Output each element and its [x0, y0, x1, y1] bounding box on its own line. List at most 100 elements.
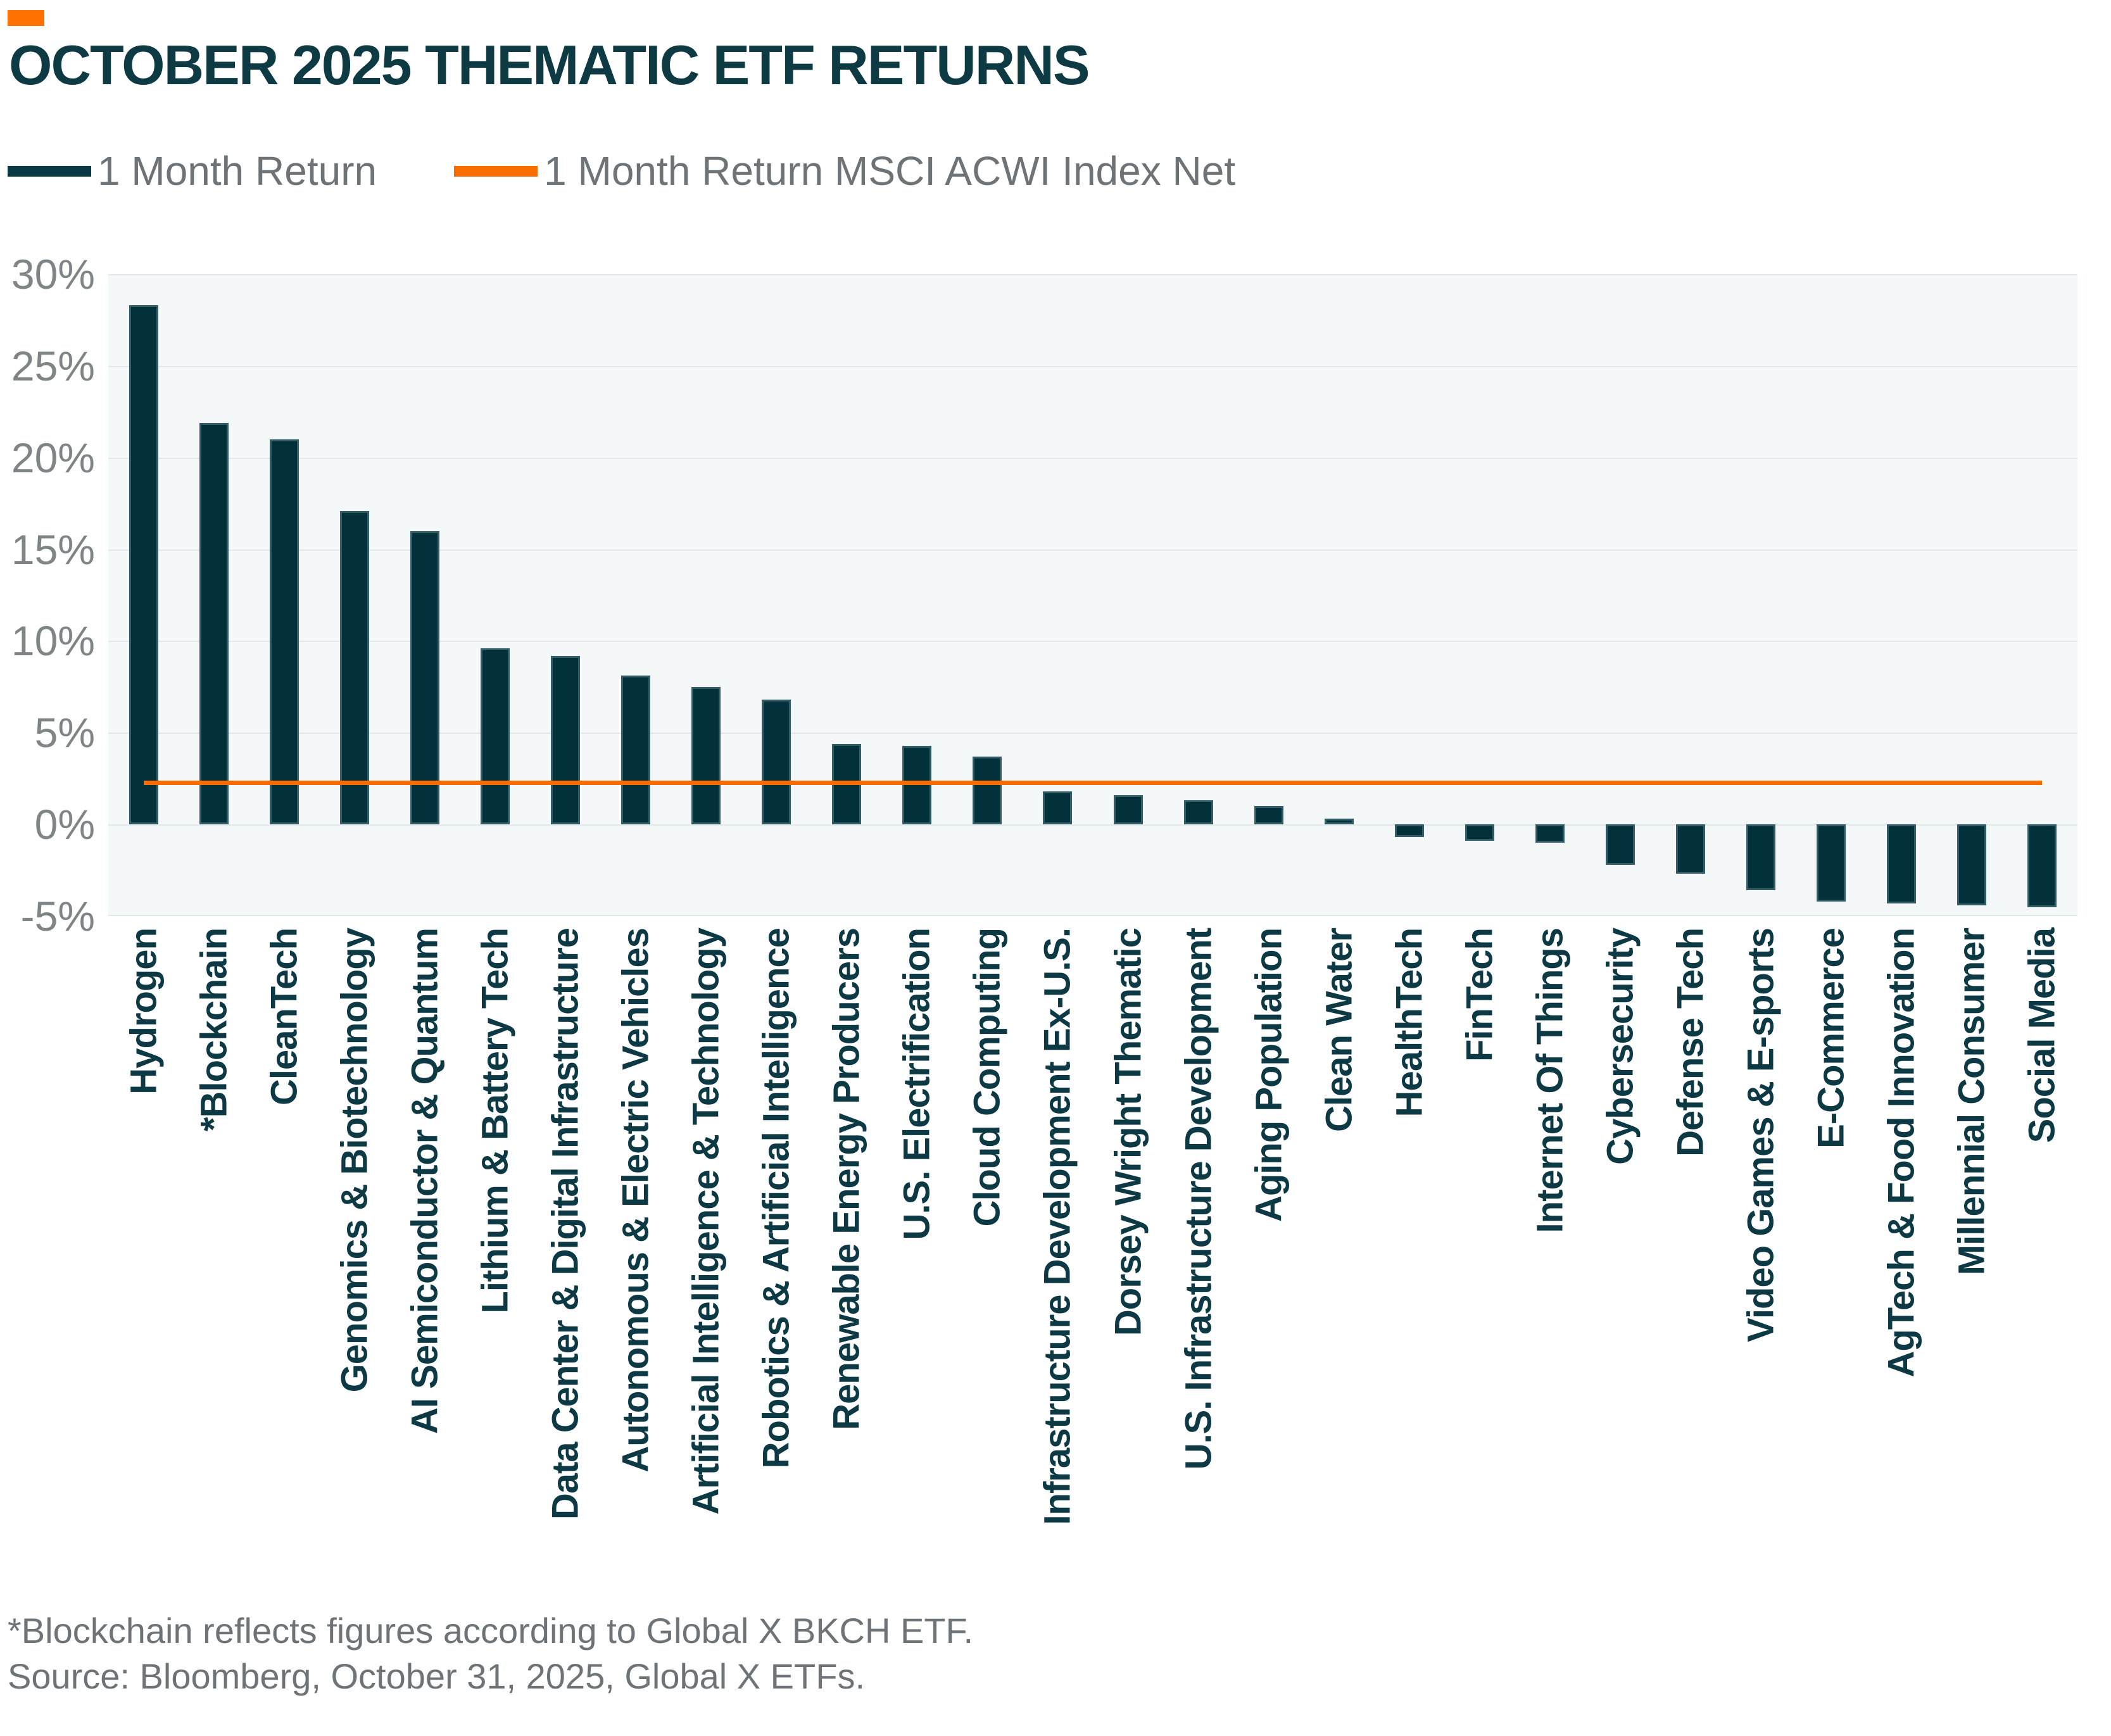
x-label-text: Internet Of Things: [1529, 928, 1571, 1233]
x-label-cybersecurity: Cybersecurity: [1599, 928, 1642, 1168]
y-tick-10: 10%: [11, 617, 95, 665]
x-label-text: *Blockchain: [193, 928, 235, 1131]
gridline-5: [108, 733, 2077, 734]
x-label-robotics-artificial-intelligence: Robotics & Artificial Intelligence: [755, 928, 798, 1471]
x-label-text: Millennial Consumer: [1951, 928, 1993, 1276]
footnotes: *Blockchain reflects figures according t…: [8, 1608, 973, 1699]
x-label-autonomous-electric-vehicles: Autonomous & Electric Vehicles: [615, 928, 657, 1476]
bar-lithium-battery-tech: [480, 648, 510, 825]
x-label-text: Cybersecurity: [1599, 928, 1641, 1165]
page-title: OCTOBER 2025 THEMATIC ETF RETURNS: [9, 34, 1090, 96]
footnote-blockchain: *Blockchain reflects figures according t…: [8, 1611, 974, 1651]
x-label-healthtech: HealthTech: [1388, 928, 1430, 1120]
gridline-10: [108, 641, 2077, 643]
gridline-30: [108, 274, 2077, 275]
x-label-genomics-biotechnology: Genomics & Biotechnology: [333, 928, 375, 1395]
y-tick-20: 20%: [11, 434, 95, 481]
x-label-text: Artificial Intelligence & Technology: [685, 928, 727, 1515]
x-label-lithium-battery-tech: Lithium & Battery Tech: [474, 928, 516, 1317]
x-label-text: Infrastructure Development Ex-U.S.: [1037, 928, 1078, 1525]
x-label-text: E-Commerce: [1810, 928, 1852, 1148]
x-label-millennial-consumer: Millennial Consumer: [1951, 928, 1993, 1278]
bar-video-games-e-sports: [1746, 824, 1776, 891]
x-label-defense-tech: Defense Tech: [1670, 928, 1712, 1160]
bar-healthtech: [1394, 824, 1424, 838]
x-label-text: FinTech: [1459, 928, 1501, 1062]
bar-genomics-biotechnology: [339, 510, 369, 825]
legend-item-1-month-return: 1 Month Return: [8, 148, 377, 194]
x-label-text: AgTech & Food Innovation: [1881, 928, 1922, 1378]
y-tick-0: 0%: [34, 801, 95, 848]
bar-internet-of-things: [1535, 824, 1565, 843]
x-label-text: Data Center & Digital Infrastructure: [545, 928, 586, 1520]
bar-cleantech: [269, 439, 299, 825]
x-label-text: Dorsey Wright Thematic: [1107, 928, 1149, 1337]
x-label-text: Robotics & Artificial Intelligence: [755, 928, 797, 1469]
x-label-e-commerce: E-Commerce: [1810, 928, 1853, 1152]
x-label-text: Autonomous & Electric Vehicles: [615, 928, 657, 1473]
x-label-u-s-electrification: U.S. Electrification: [896, 928, 938, 1243]
legend-label: 1 Month Return MSCI ACWI Index Net: [544, 148, 1236, 194]
y-tick-30: 30%: [11, 251, 95, 298]
y-tick-15: 15%: [11, 525, 95, 573]
bar-agtech-food-innovation: [1887, 824, 1917, 903]
x-label-text: Social Media: [2021, 928, 2063, 1143]
x-label-renewable-energy-producers: Renewable Energy Producers: [826, 928, 868, 1433]
gridline-15: [108, 549, 2077, 551]
x-label-text: CleanTech: [263, 928, 305, 1106]
brand-accent-mark: [8, 10, 44, 26]
x-label-text: Aging Population: [1248, 928, 1290, 1223]
x-label-social-media: Social Media: [2021, 928, 2064, 1146]
bar-social-media: [2027, 824, 2057, 907]
x-label-text: Cloud Computing: [966, 928, 1008, 1227]
bar-cybersecurity: [1606, 824, 1635, 865]
x-label-text: Defense Tech: [1670, 928, 1711, 1157]
x-axis-labels: Hydrogen *Blockchain CleanTech Genomics & B…: [108, 928, 2077, 1612]
x-label-text: U.S. Electrification: [896, 928, 938, 1240]
legend-label: 1 Month Return: [98, 148, 377, 194]
gridline-0: [108, 824, 2077, 826]
x-label-agtech-food-innovation: AgTech & Food Innovation: [1881, 928, 1923, 1381]
y-axis: 30% 25% 20% 15% 10% 5% 0% -5%: [0, 251, 95, 940]
x-label-artificial-intelligence-technology: Artificial Intelligence & Technology: [685, 928, 728, 1518]
legend-item-msci-acwi: 1 Month Return MSCI ACWI Index Net: [454, 148, 1235, 194]
bar-u-s-infrastructure-development: [1183, 800, 1213, 825]
x-label-text: U.S. Infrastructure Development: [1178, 928, 1219, 1470]
chart-legend: 1 Month Return 1 Month Return MSCI ACWI …: [8, 148, 1235, 194]
x-label-text: Genomics & Biotechnology: [334, 928, 375, 1393]
x-label-u-s-infrastructure-development: U.S. Infrastructure Development: [1177, 928, 1219, 1473]
bar-u-s-electrification: [902, 745, 932, 825]
x-label-aging-population: Aging Population: [1247, 928, 1290, 1225]
bar-aging-population: [1254, 806, 1283, 825]
y-tick-5: 5%: [34, 709, 95, 757]
x-label-data-center-digital-infrastructure: Data Center & Digital Infrastructure: [544, 928, 586, 1523]
bar-millennial-consumer: [1957, 824, 1987, 905]
acwi-benchmark-line: [143, 780, 2043, 785]
bar-hydrogen: [129, 305, 158, 825]
gridline--5: [108, 915, 2077, 916]
x-label-blockchain: *Blockchain: [192, 928, 235, 1135]
x-label-text: Renewable Energy Producers: [826, 928, 867, 1430]
x-label-text: AI Semiconductor & Quantum: [404, 928, 446, 1434]
bar-infrastructure-development-ex-u-s: [1043, 791, 1073, 825]
bar-fintech: [1465, 824, 1494, 841]
x-label-hydrogen: Hydrogen: [122, 928, 165, 1098]
x-label-cloud-computing: Cloud Computing: [966, 928, 1009, 1230]
bar-cloud-computing: [973, 756, 1002, 825]
y-tick-25: 25%: [11, 342, 95, 389]
x-label-text: Lithium & Battery Tech: [474, 928, 516, 1314]
bar-defense-tech: [1676, 824, 1706, 874]
x-label-fintech: FinTech: [1458, 928, 1501, 1065]
gridline-20: [108, 457, 2077, 459]
bar-clean-water: [1324, 819, 1354, 825]
x-label-text: Video Games & E-sports: [1740, 928, 1782, 1342]
bar-robotics-artificial-intelligence: [762, 700, 791, 825]
footnote-source: Source: Bloomberg, October 31, 2025, Glo…: [8, 1656, 866, 1696]
x-label-video-games-e-sports: Video Games & E-sports: [1740, 928, 1782, 1345]
x-label-clean-water: Clean Water: [1318, 928, 1360, 1135]
x-label-ai-semiconductor-quantum: AI Semiconductor & Quantum: [403, 928, 446, 1437]
x-label-text: Clean Water: [1318, 928, 1360, 1133]
legend-swatch-bar-series: [8, 165, 91, 177]
bar-dorsey-wright-thematic: [1113, 795, 1143, 825]
